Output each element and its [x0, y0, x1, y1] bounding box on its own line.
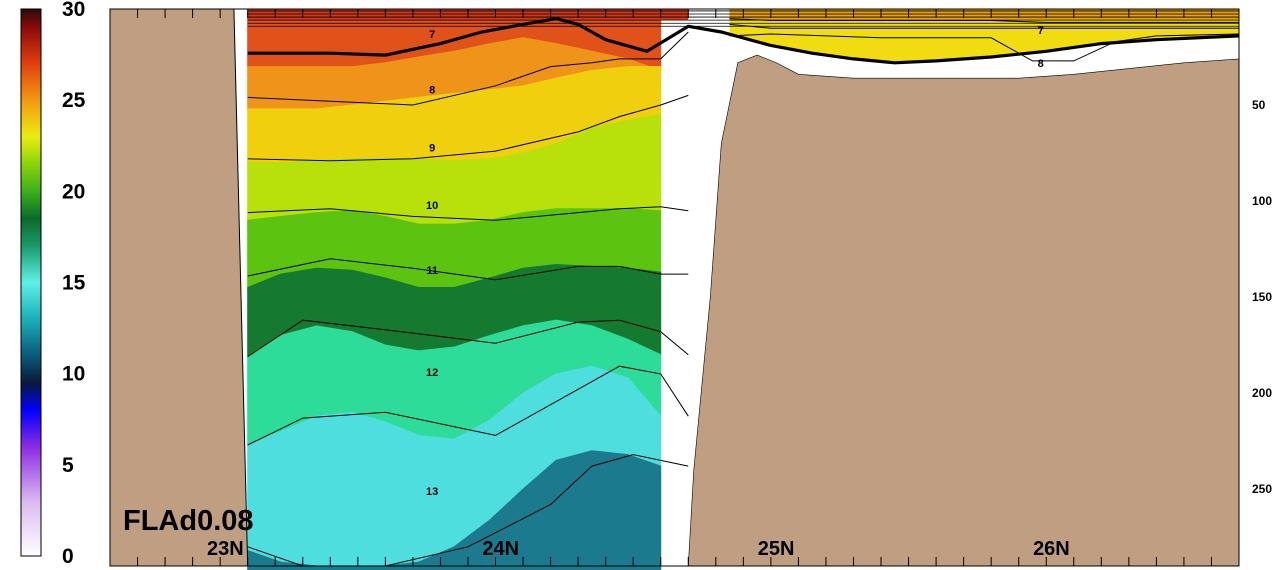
colorbar-tick-label: 30 [62, 0, 85, 21]
depth-labels: 50 100 150 200 250 [1252, 98, 1272, 496]
contour-label: 11 [426, 265, 438, 277]
latitude-label: 25N [758, 538, 795, 560]
latitude-labels: 23N 24N 25N 26N [207, 538, 1070, 560]
colorbar-tick-label: 0 [62, 545, 74, 568]
latitude-label: 24N [482, 538, 519, 560]
bathymetry [109, 8, 1240, 567]
contour-line [247, 206, 689, 221]
plot-frame [109, 8, 1240, 567]
contour-line [729, 33, 1240, 62]
contour-label: 8 [429, 85, 435, 97]
contour-label: 8 [1038, 58, 1044, 70]
contour-line [247, 319, 689, 358]
colorbar: 0 5 10 15 20 25 30 [20, 0, 86, 568]
plot-area: 7 8 9 10 11 12 13 7 8 23N 24N 25N 26N 50 100 150 200 25… [109, 8, 1272, 570]
contour-line [247, 94, 689, 162]
colorbar-tick-label: 5 [62, 454, 74, 477]
contour-labels: 7 8 9 10 11 12 13 7 8 [426, 25, 1044, 498]
contour-line [247, 258, 689, 281]
colorbar-tick-label: 20 [62, 180, 85, 203]
contour-label: 12 [426, 367, 438, 379]
contour-line [247, 365, 689, 446]
bold-isotherm [247, 16, 1240, 65]
contour-line [247, 31, 689, 106]
shelf-surface-layer [729, 9, 1239, 21]
contour-label: 7 [1038, 25, 1044, 37]
latitude-label: 26N [1033, 538, 1070, 560]
depth-label: 50 [1252, 98, 1266, 112]
colorbar-tick-label: 15 [62, 272, 86, 295]
depth-label: 250 [1252, 482, 1272, 496]
contour-line [729, 23, 1239, 29]
latitude-label: 23N [207, 538, 244, 560]
contour-label: 10 [426, 200, 438, 212]
model-label: FLAd0.08 [123, 505, 254, 537]
land-north [687, 54, 1240, 567]
bold-isotherm-line [247, 16, 1240, 65]
colorbar-gradient [20, 8, 42, 557]
no-data-gap [666, 469, 689, 566]
colorbar-ticks: 0 5 10 15 20 25 30 [62, 0, 86, 568]
latitude-ticks [109, 9, 1240, 566]
contour-label: 7 [429, 29, 435, 41]
contour-label: 13 [426, 486, 438, 498]
colorbar-tick-label: 25 [62, 89, 86, 112]
colorbar-tick-label: 10 [62, 363, 85, 386]
land-south [109, 8, 249, 567]
contour-label: 9 [429, 142, 435, 154]
depth-label: 200 [1252, 386, 1272, 400]
depth-label: 100 [1252, 194, 1272, 208]
depth-label: 150 [1252, 290, 1272, 304]
